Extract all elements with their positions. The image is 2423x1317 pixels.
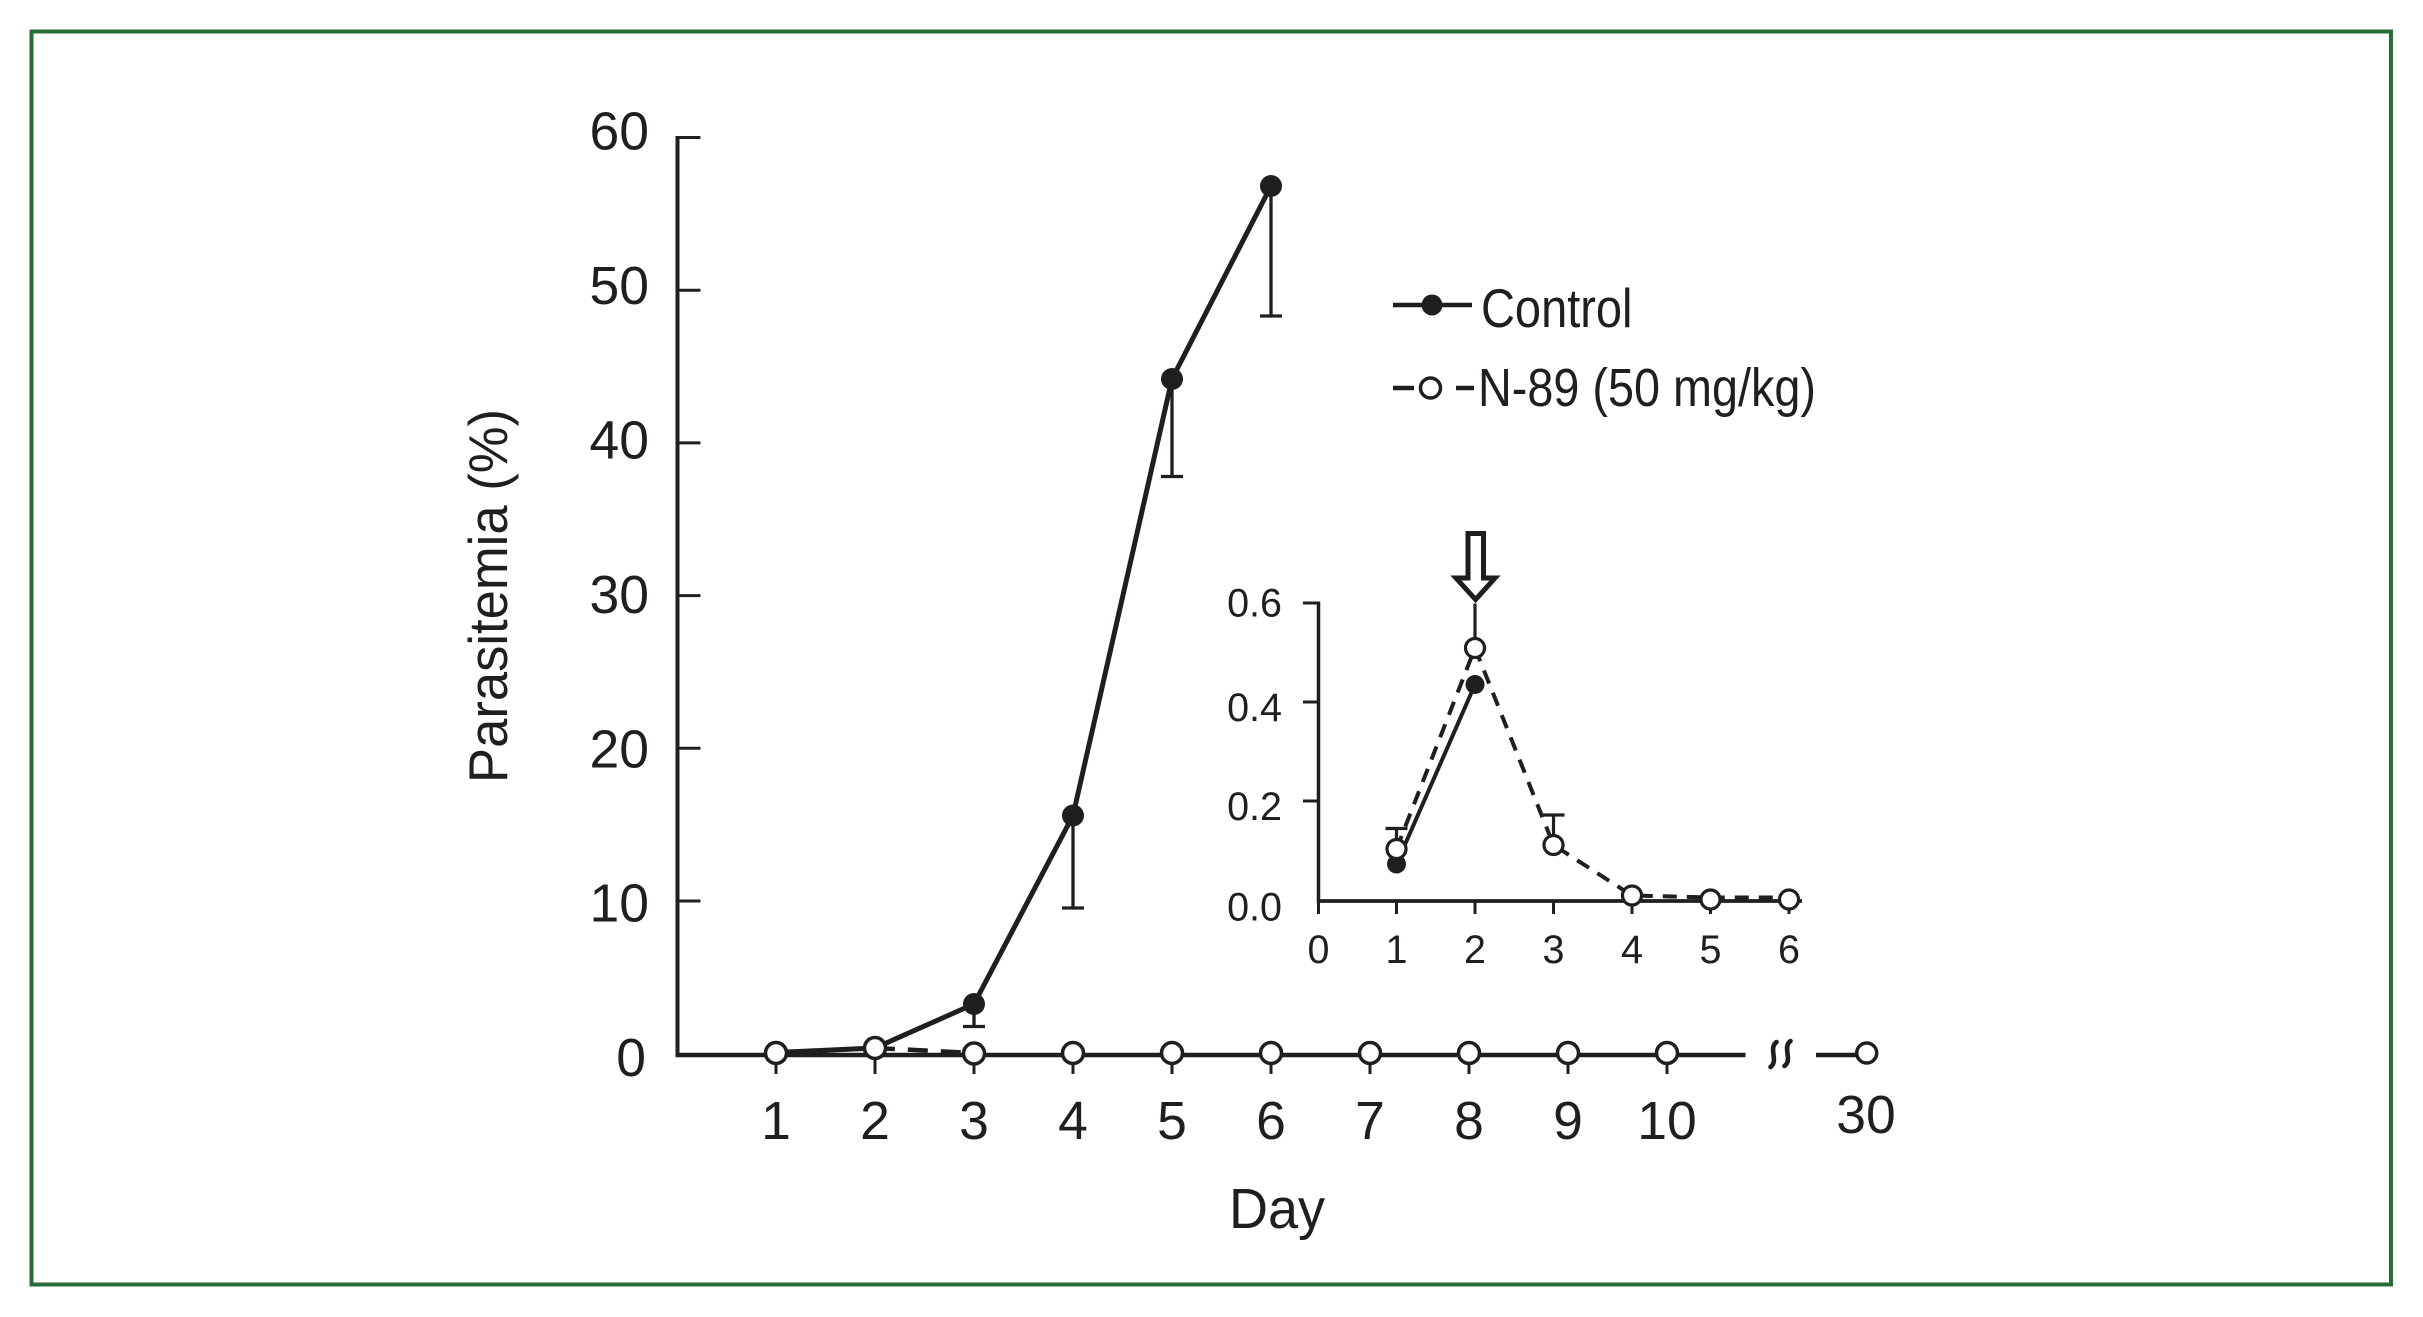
svg-text:3: 3 <box>1543 928 1565 972</box>
svg-text:20: 20 <box>589 720 649 779</box>
svg-text:30: 30 <box>589 566 649 625</box>
svg-text:40: 40 <box>589 412 649 471</box>
svg-text:5: 5 <box>1157 1092 1187 1151</box>
svg-text:1: 1 <box>1386 928 1408 972</box>
svg-text:6: 6 <box>1256 1092 1286 1151</box>
svg-text:0.6: 0.6 <box>1227 582 1282 626</box>
svg-text:0: 0 <box>616 1029 646 1088</box>
svg-text:0: 0 <box>1308 928 1330 972</box>
svg-text:50: 50 <box>589 257 649 316</box>
svg-text:10: 10 <box>1637 1092 1697 1151</box>
svg-text:1: 1 <box>761 1092 791 1151</box>
svg-text:30: 30 <box>1836 1086 1896 1145</box>
svg-text:3: 3 <box>959 1092 989 1151</box>
svg-text:8: 8 <box>1454 1092 1484 1151</box>
svg-text:2: 2 <box>1464 928 1486 972</box>
svg-text:0.0: 0.0 <box>1227 886 1282 930</box>
svg-text:Parasitemia (%): Parasitemia (%) <box>458 409 519 783</box>
svg-text:2: 2 <box>860 1092 890 1151</box>
svg-text:Control: Control <box>1481 278 1633 339</box>
svg-text:7: 7 <box>1355 1092 1385 1151</box>
svg-text:0.4: 0.4 <box>1227 686 1282 730</box>
svg-text:4: 4 <box>1621 928 1643 972</box>
svg-text:4: 4 <box>1058 1092 1088 1151</box>
svg-text:10: 10 <box>589 875 649 934</box>
svg-text:5: 5 <box>1700 928 1722 972</box>
svg-text:0.2: 0.2 <box>1227 785 1282 829</box>
svg-text:Day: Day <box>1229 1177 1325 1241</box>
svg-text:60: 60 <box>589 103 649 162</box>
svg-text:9: 9 <box>1553 1092 1583 1151</box>
svg-text:N-89 (50 mg/kg): N-89 (50 mg/kg) <box>1478 359 1816 418</box>
svg-text:6: 6 <box>1778 928 1800 972</box>
